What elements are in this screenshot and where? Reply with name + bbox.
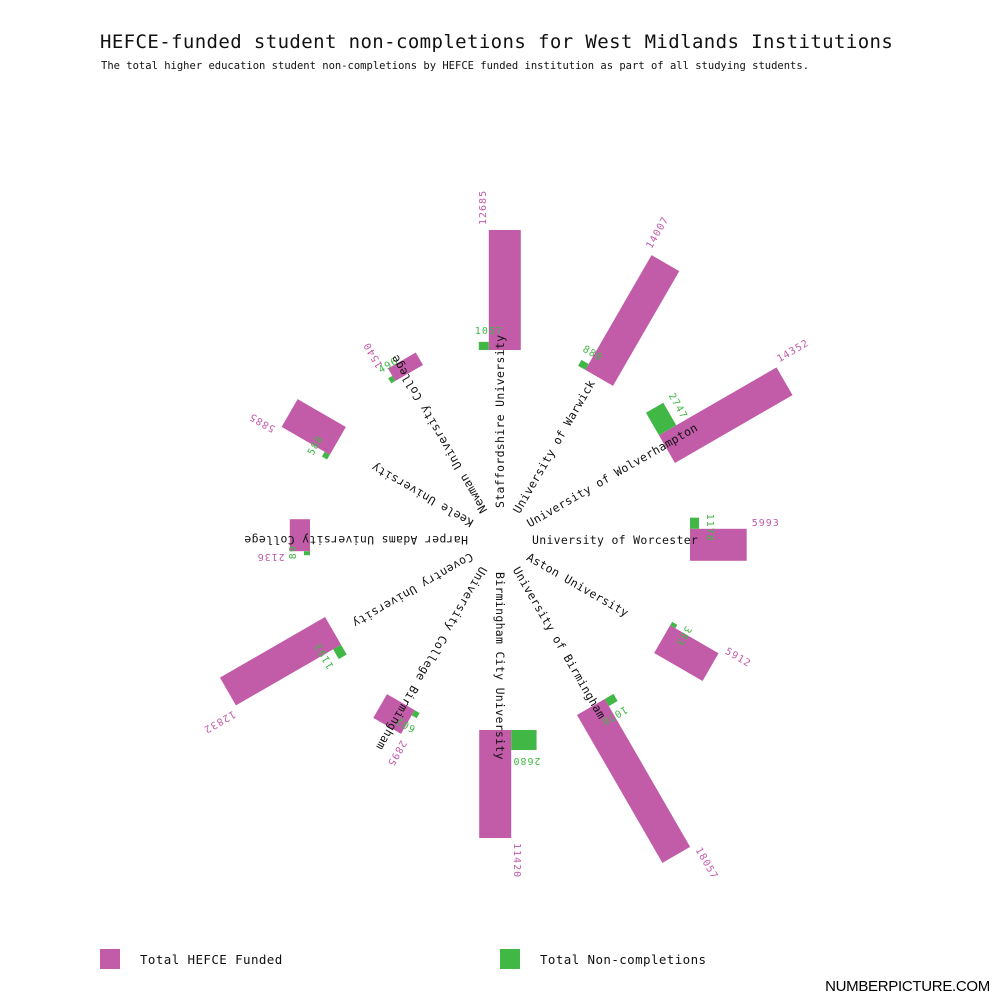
value-label-funded-staffordshire-university: 12685 — [478, 190, 489, 225]
bar-noncomp-university-of-birmingham — [604, 693, 618, 707]
bar-funded-aston-university — [654, 625, 719, 681]
bar-funded-university-of-wolverhampton — [658, 367, 793, 464]
bar-noncomp-coventry-university — [333, 644, 347, 660]
bar-funded-university-of-warwick — [585, 255, 680, 386]
value-label-funded-university-of-warwick: 14007 — [645, 215, 672, 251]
bar-funded-harper-adams-university-college — [289, 519, 310, 552]
chart-title: HEFCE-funded student non-completions for… — [100, 31, 894, 53]
bar-funded-university-of-worcester — [690, 528, 747, 561]
legend-swatch-noncomp — [500, 949, 520, 969]
bar-noncomp-harper-adams-university-college — [304, 551, 310, 556]
bar-funded-keele-university — [281, 399, 346, 455]
value-label-funded-coventry-university: 12832 — [201, 708, 237, 735]
legend-swatch-funded — [100, 949, 120, 969]
legend-label-funded: Total HEFCE Funded — [140, 951, 283, 967]
legend-item-noncomp: Total Non-completions — [500, 949, 706, 969]
legend-label-noncomp: Total Non-completions — [540, 951, 707, 967]
bar-noncomp-staffordshire-university — [478, 341, 489, 350]
legend-item-funded: Total HEFCE Funded — [100, 949, 283, 969]
institution-label-harper-adams-university-college: Harper Adams University College — [244, 533, 468, 547]
bar-noncomp-newman-university-college — [388, 375, 396, 384]
value-label-funded-keele-university: 5885 — [247, 410, 277, 434]
bar-noncomp-birmingham-city-university — [511, 730, 537, 750]
bar-noncomp-university-of-wolverhampton — [645, 402, 677, 436]
value-label-noncomp-university-of-worcester: 1178 — [704, 514, 715, 542]
value-label-noncomp-birmingham-city-university: 2680 — [512, 755, 540, 766]
bar-funded-newman-university-college — [388, 352, 424, 382]
institution-birmingham-city-university: 11420 2680 — [479, 730, 541, 878]
value-label-funded-harper-adams-university-college: 2136 — [257, 551, 285, 562]
value-label-noncomp-harper-adams-university-college: 89 — [288, 545, 299, 559]
value-label-funded-aston-university: 5912 — [723, 646, 753, 670]
bar-funded-university-college-birmingham — [373, 694, 415, 734]
institution-label-university-college-birmingham: University College Birmingham — [373, 564, 490, 752]
institution-label-birmingham-city-university: Birmingham City University — [493, 572, 507, 760]
value-label-funded-university-of-wolverhampton: 14352 — [775, 338, 811, 365]
bar-funded-birmingham-city-university — [479, 730, 512, 839]
bar-funded-coventry-university — [219, 616, 342, 706]
bar-noncomp-aston-university — [670, 621, 678, 629]
institution-harper-adams-university-college: 2136 89 — [257, 519, 310, 562]
value-label-noncomp-staffordshire-university: 1057 — [475, 326, 503, 337]
institution-staffordshire-university: 12685 1057 — [475, 190, 521, 350]
institution-university-of-worcester: 5993 1178 — [690, 514, 780, 561]
chart-subtitle: The total higher education student non-c… — [101, 60, 810, 72]
brand-logo-text[interactable]: NUMBERPICTURE.COM — [825, 978, 990, 995]
bar-noncomp-university-college-birmingham — [411, 710, 420, 719]
bar-noncomp-university-of-worcester — [690, 517, 700, 529]
bar-funded-staffordshire-university — [488, 230, 521, 350]
bar-noncomp-university-of-warwick — [578, 359, 589, 370]
bar-funded-university-of-birmingham — [576, 698, 691, 863]
value-label-funded-university-of-worcester: 5993 — [752, 518, 780, 529]
bar-noncomp-keele-university — [321, 451, 330, 460]
institution-label-university-of-worcester: University of Worcester — [532, 533, 698, 547]
value-label-funded-birmingham-city-university: 11420 — [511, 843, 522, 878]
value-label-funded-university-of-birmingham: 18057 — [693, 846, 720, 882]
institution-label-staffordshire-university: Staffordshire University — [493, 335, 507, 508]
